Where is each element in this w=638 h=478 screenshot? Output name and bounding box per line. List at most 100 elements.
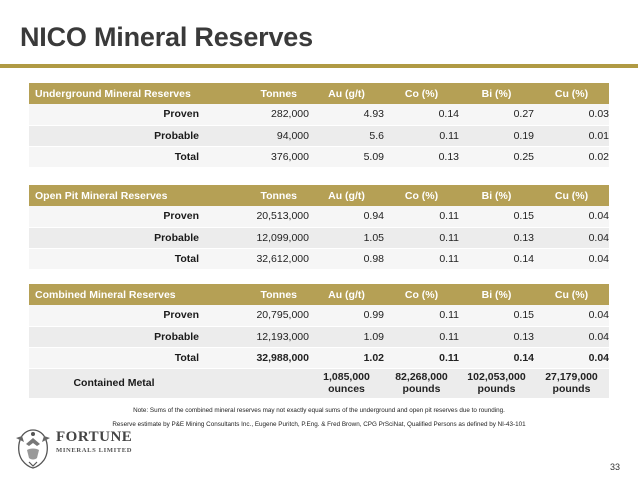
section-heading: Open Pit Mineral Reserves: [29, 185, 199, 206]
cell-cu: 0.04: [534, 227, 609, 249]
cell-co: 0.11: [384, 248, 459, 270]
cell-au: 1.02: [309, 347, 384, 369]
cell-co: 0.11: [384, 347, 459, 369]
table-header: Open Pit Mineral Reserves Tonnes Au (g/t…: [29, 185, 609, 206]
row-label: Total: [29, 146, 199, 168]
cell-tonnes: 12,193,000: [199, 326, 309, 348]
row-label: Probable: [29, 326, 199, 348]
column-header-au: Au (g/t): [309, 185, 384, 206]
cell-bi: 0.13: [459, 227, 534, 249]
table-row-contained-metal: Contained Metal 1,085,000 ounces 82,268,…: [29, 368, 609, 399]
cell-tonnes: [199, 368, 309, 399]
cell-tonnes: 376,000: [199, 146, 309, 168]
column-header-tonnes: Tonnes: [199, 185, 309, 206]
column-header-au: Au (g/t): [309, 284, 384, 305]
metal-value: 27,179,000: [545, 371, 598, 383]
cell-tonnes: 12,099,000: [199, 227, 309, 249]
cell-cu: 0.01: [534, 125, 609, 147]
cell-co: 0.13: [384, 146, 459, 168]
cell-au: 1.09: [309, 326, 384, 348]
cell-tonnes: 32,612,000: [199, 248, 309, 270]
column-header-co: Co (%): [384, 185, 459, 206]
cell-cu: 0.04: [534, 206, 609, 228]
cell-cu: 0.04: [534, 305, 609, 327]
cell-bi: 0.19: [459, 125, 534, 147]
cell-co: 0.11: [384, 125, 459, 147]
column-header-co: Co (%): [384, 284, 459, 305]
combined-reserves-table: Combined Mineral Reserves Tonnes Au (g/t…: [29, 284, 609, 399]
cell-tonnes: 94,000: [199, 125, 309, 147]
cell-au: 0.98: [309, 248, 384, 270]
column-header-cu: Cu (%): [534, 83, 609, 104]
cell-co: 0.11: [384, 326, 459, 348]
cell-bi: 0.25: [459, 146, 534, 168]
column-header-bi: Bi (%): [459, 185, 534, 206]
column-header-cu: Cu (%): [534, 185, 609, 206]
metal-unit: pounds: [402, 383, 441, 395]
row-label: Probable: [29, 227, 199, 249]
cell-cu: 0.03: [534, 104, 609, 126]
table-row-probable: Probable 12,193,000 1.09 0.11 0.13 0.04: [29, 326, 609, 348]
column-header-cu: Cu (%): [534, 284, 609, 305]
cell-co: 0.11: [384, 206, 459, 228]
table-row-total: Total 32,988,000 1.02 0.11 0.14 0.04: [29, 347, 609, 369]
cell-bi: 0.14: [459, 248, 534, 270]
row-label: Proven: [29, 305, 199, 327]
cell-bi: 0.14: [459, 347, 534, 369]
column-header-tonnes: Tonnes: [199, 284, 309, 305]
page-number: 33: [609, 462, 620, 472]
table-row-proven: Proven 20,513,000 0.94 0.11 0.15 0.04: [29, 206, 609, 228]
cell-cu: 0.04: [534, 326, 609, 348]
estimate-credit-note: Reserve estimate by P&E Mining Consultan…: [112, 421, 526, 428]
open-pit-reserves-table: Open Pit Mineral Reserves Tonnes Au (g/t…: [29, 185, 609, 270]
cell-cu: 27,179,000 pounds: [534, 368, 609, 399]
row-label: Total: [29, 248, 199, 270]
logo-name: FORTUNE: [56, 429, 133, 445]
cell-tonnes: 20,795,000: [199, 305, 309, 327]
cell-tonnes: 282,000: [199, 104, 309, 126]
section-heading: Combined Mineral Reserves: [29, 284, 199, 305]
metal-value: 82,268,000: [395, 371, 448, 383]
cell-bi: 0.13: [459, 326, 534, 348]
cell-bi: 0.27: [459, 104, 534, 126]
metal-value: 102,053,000: [467, 371, 526, 383]
row-label: Probable: [29, 125, 199, 147]
underground-reserves-table: Underground Mineral Reserves Tonnes Au (…: [29, 83, 609, 168]
table-row-proven: Proven 282,000 4.93 0.14 0.27 0.03: [29, 104, 609, 126]
cell-tonnes: 20,513,000: [199, 206, 309, 228]
table-row-total: Total 376,000 5.09 0.13 0.25 0.02: [29, 146, 609, 168]
metal-unit: pounds: [552, 383, 591, 395]
cell-co: 0.11: [384, 227, 459, 249]
row-label: Proven: [29, 206, 199, 228]
cell-cu: 0.02: [534, 146, 609, 168]
cell-bi: 0.15: [459, 206, 534, 228]
table-header: Combined Mineral Reserves Tonnes Au (g/t…: [29, 284, 609, 305]
table-row-proven: Proven 20,795,000 0.99 0.11 0.15 0.04: [29, 305, 609, 327]
fortune-minerals-logo: FORTUNE MINERALS LIMITED: [12, 424, 152, 470]
cell-tonnes: 32,988,000: [199, 347, 309, 369]
column-header-co: Co (%): [384, 83, 459, 104]
cell-bi: 0.15: [459, 305, 534, 327]
cell-co: 0.11: [384, 305, 459, 327]
section-heading: Underground Mineral Reserves: [29, 83, 199, 104]
table-row-probable: Probable 12,099,000 1.05 0.11 0.13 0.04: [29, 227, 609, 249]
table-row-total: Total 32,612,000 0.98 0.11 0.14 0.04: [29, 248, 609, 270]
cell-au: 4.93: [309, 104, 384, 126]
cell-cu: 0.04: [534, 347, 609, 369]
cell-au: 1.05: [309, 227, 384, 249]
cell-co: 0.14: [384, 104, 459, 126]
column-header-tonnes: Tonnes: [199, 83, 309, 104]
cell-au: 5.09: [309, 146, 384, 168]
column-header-bi: Bi (%): [459, 284, 534, 305]
column-header-au: Au (g/t): [309, 83, 384, 104]
page-title: NICO Mineral Reserves: [20, 22, 313, 52]
row-label: Contained Metal: [29, 368, 199, 399]
row-label: Proven: [29, 104, 199, 126]
table-header: Underground Mineral Reserves Tonnes Au (…: [29, 83, 609, 104]
table-row-probable: Probable 94,000 5.6 0.11 0.19 0.01: [29, 125, 609, 147]
title-divider: [0, 64, 638, 68]
metal-unit: pounds: [477, 383, 516, 395]
cell-cu: 0.04: [534, 248, 609, 270]
cell-co: 82,268,000 pounds: [384, 368, 459, 399]
cell-bi: 102,053,000 pounds: [459, 368, 534, 399]
